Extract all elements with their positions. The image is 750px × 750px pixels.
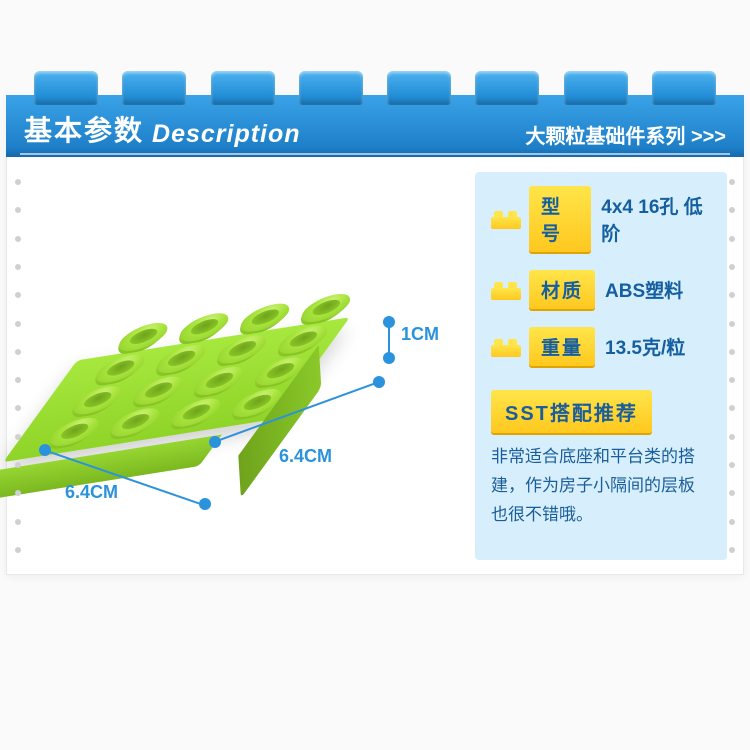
series-label: 大颗粒基础件系列 >>> <box>525 120 726 149</box>
spec-panel: 型号 4x4 16孔 低阶 材质 ABS塑料 重量 13.5克/粒 SST搭配推… <box>475 172 727 560</box>
product-brick <box>40 205 334 482</box>
dim-height: 1CM <box>401 324 439 345</box>
title-cn: 基本参数 <box>24 109 144 149</box>
brick-icon <box>491 280 521 300</box>
brick-icon <box>491 337 521 357</box>
brick-icon <box>491 209 521 229</box>
model-label: 型号 <box>529 186 591 252</box>
product-area: 1CM 6.4CM 6.4CM <box>7 158 465 574</box>
card: 1CM 6.4CM 6.4CM 型号 4x4 16孔 低阶 材质 ABS塑 <box>6 95 744 575</box>
recommend-title: SST搭配推荐 <box>491 390 652 433</box>
model-value: 4x4 16孔 低阶 <box>601 192 711 246</box>
title-en: Description <box>152 120 301 149</box>
dim-width: 6.4CM <box>65 482 118 503</box>
perforation-left <box>13 158 23 574</box>
perforation-right <box>727 158 737 574</box>
material-label: 材质 <box>529 270 595 309</box>
spec-row-weight: 重量 13.5克/粒 <box>491 327 711 366</box>
spec-row-material: 材质 ABS塑料 <box>491 270 711 309</box>
header-brick: 基本参数 Description 大颗粒基础件系列 >>> <box>6 95 744 157</box>
header-studs <box>34 71 716 105</box>
recommend-text: 非常适合底座和平台类的搭建，作为房子小隔间的层板也很不错哦。 <box>491 443 711 530</box>
spec-row-model: 型号 4x4 16孔 低阶 <box>491 186 711 252</box>
weight-value: 13.5克/粒 <box>605 333 685 360</box>
spec-area: 型号 4x4 16孔 低阶 材质 ABS塑料 重量 13.5克/粒 SST搭配推… <box>465 158 743 574</box>
dim-depth: 6.4CM <box>279 446 332 467</box>
weight-label: 重量 <box>529 327 595 366</box>
card-body: 1CM 6.4CM 6.4CM 型号 4x4 16孔 低阶 材质 ABS塑 <box>7 158 743 574</box>
material-value: ABS塑料 <box>605 276 683 303</box>
